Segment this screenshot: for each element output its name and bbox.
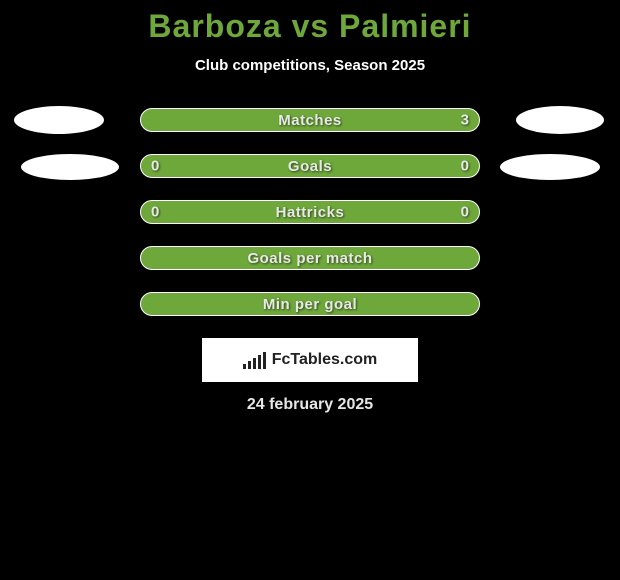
stat-label: Matches <box>278 112 342 129</box>
stat-row-goals-per-match: Goals per match <box>140 246 480 270</box>
date-line: 24 february 2025 <box>0 396 620 414</box>
page-subtitle: Club competitions, Season 2025 <box>0 57 620 74</box>
player-photo-placeholder-right-1 <box>516 106 604 134</box>
stat-value-left: 0 <box>151 204 159 221</box>
stat-label: Goals <box>288 158 332 175</box>
brand-text: FcTables.com <box>272 351 378 369</box>
stats-area: Matches 3 0 Goals 0 0 Hattricks 0 Goals … <box>0 108 620 414</box>
stat-value-right: 0 <box>461 204 469 221</box>
player-photo-placeholder-left-1 <box>14 106 104 134</box>
stat-label: Min per goal <box>263 296 357 313</box>
page-title: Barboza vs Palmieri <box>0 8 620 45</box>
stat-value-left: 0 <box>151 158 159 175</box>
stat-row-min-per-goal: Min per goal <box>140 292 480 316</box>
team-logo-placeholder-left <box>21 154 119 180</box>
stat-row-matches: Matches 3 <box>140 108 480 132</box>
stat-value-right: 3 <box>461 112 469 129</box>
stat-row-goals: 0 Goals 0 <box>140 154 480 178</box>
bar-chart-icon <box>243 351 266 369</box>
team-logo-placeholder-right <box>500 154 600 180</box>
stat-label: Hattricks <box>276 204 345 221</box>
brand-box: FcTables.com <box>202 338 418 382</box>
stat-label: Goals per match <box>247 250 372 267</box>
stat-value-right: 0 <box>461 158 469 175</box>
stat-row-hattricks: 0 Hattricks 0 <box>140 200 480 224</box>
infographic-container: Barboza vs Palmieri Club competitions, S… <box>0 0 620 414</box>
